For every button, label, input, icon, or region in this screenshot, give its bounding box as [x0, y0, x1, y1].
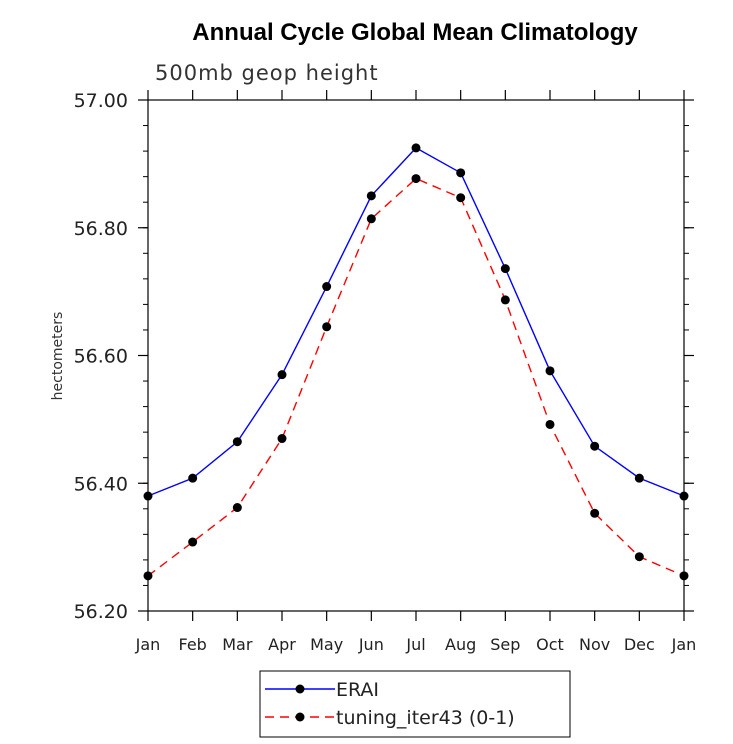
- data-point-tuning-iter43: [366, 214, 376, 224]
- data-point-tuning-iter43: [500, 295, 510, 305]
- data-point-tuning-iter43: [590, 508, 600, 518]
- data-point-tuning-iter43: [679, 571, 689, 581]
- data-point-tuning-iter43: [456, 193, 466, 203]
- y-tick-label: 56.20: [74, 601, 128, 623]
- x-tick-label: Feb: [179, 635, 207, 654]
- data-point-tuning-iter43: [411, 174, 421, 184]
- data-point-erai: [634, 473, 644, 483]
- data-point-erai: [411, 143, 421, 153]
- x-tick-labels: Jan Feb Mar Apr May Jun Jul Aug Sep Oct Nov Dec Jan: [135, 635, 697, 654]
- chart-subtitle: 500mb geop height: [155, 61, 379, 85]
- y-tick-labels: 56.20 56.40 56.60 56.80 57.00: [74, 90, 128, 623]
- legend: ERAI tuning_iter43 (0-1): [259, 670, 571, 738]
- legend-label-erai: ERAI: [336, 679, 379, 701]
- x-tick-label: Sep: [490, 635, 520, 654]
- series-layer: [143, 143, 689, 581]
- x-tick-label: May: [310, 635, 343, 654]
- x-tick-label: Aug: [445, 635, 476, 654]
- x-tick-label: Dec: [624, 635, 655, 654]
- legend-label-tuning-iter43: tuning_iter43 (0-1): [336, 707, 515, 729]
- x-tick-label: Mar: [222, 635, 253, 654]
- axis-ticks: [138, 90, 694, 621]
- data-point-erai: [545, 366, 555, 376]
- x-tick-label: Jun: [358, 635, 384, 654]
- x-tick-label: Jul: [405, 635, 425, 654]
- data-point-tuning-iter43: [277, 434, 287, 444]
- data-point-tuning-iter43: [232, 503, 242, 513]
- x-tick-label: Jan: [135, 635, 161, 654]
- x-tick-label: Nov: [579, 635, 610, 654]
- y-axis-label: hectometers: [50, 312, 66, 401]
- legend-box: [259, 670, 571, 738]
- data-point-erai: [679, 491, 689, 501]
- data-point-erai: [143, 491, 153, 501]
- y-tick-label: 56.40: [74, 473, 128, 495]
- y-tick-label: 57.00: [74, 90, 128, 112]
- data-point-erai: [232, 437, 242, 447]
- data-point-erai: [500, 264, 510, 274]
- y-tick-label: 56.80: [74, 218, 128, 240]
- data-point-erai: [590, 441, 600, 451]
- data-point-tuning-iter43: [545, 419, 555, 429]
- data-point-erai: [322, 282, 332, 292]
- data-point-erai: [188, 473, 198, 483]
- data-point-erai: [277, 370, 287, 380]
- chart-title: Annual Cycle Global Mean Climatology: [192, 19, 638, 46]
- series-line-erai: [147, 147, 685, 497]
- y-tick-label: 56.60: [74, 346, 128, 368]
- legend-marker-erai: [295, 684, 305, 694]
- x-tick-label: Jan: [671, 635, 697, 654]
- legend-marker-tuning-iter43: [295, 712, 305, 722]
- data-point-tuning-iter43: [322, 322, 332, 332]
- plot-area: 56.20 56.40 56.60 56.80 57.00 Jan Feb Mar Apr Ma…: [74, 90, 697, 654]
- data-point-erai: [366, 191, 376, 201]
- data-point-erai: [456, 168, 466, 178]
- data-point-tuning-iter43: [188, 537, 198, 547]
- series-line-tuning-iter43: [147, 177, 685, 577]
- x-tick-label: Oct: [536, 635, 564, 654]
- x-tick-label: Apr: [268, 635, 296, 654]
- data-point-tuning-iter43: [634, 552, 644, 562]
- data-point-tuning-iter43: [143, 571, 153, 581]
